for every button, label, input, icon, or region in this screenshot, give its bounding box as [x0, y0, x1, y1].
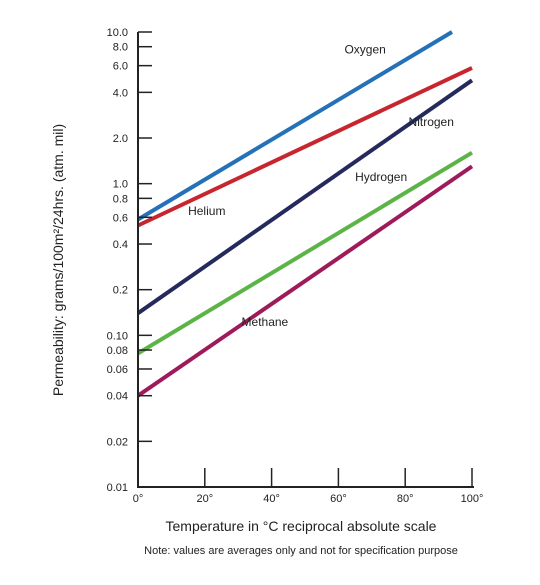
chart-note: Note: values are averages only and not f… — [144, 545, 458, 557]
y-tick-label: 0.01 — [107, 482, 128, 494]
axis-layer — [137, 32, 474, 488]
series-label-oxygen: Oxygen — [344, 43, 385, 57]
y-tick-layer: 0.01 0.02 0.04 0.06 0.08 0.10 0.2 0.4 0.6 0.8 1.0 2… — [107, 27, 152, 494]
y-tick-label: 2.0 — [113, 133, 128, 145]
y-axis-title: Permeability: grams/100m²/24hrs. (atm. m… — [50, 124, 66, 396]
y-tick-label: 0.2 — [113, 285, 128, 297]
y-tick-label: 0.6 — [113, 212, 128, 224]
x-tick-label: 60° — [330, 493, 347, 505]
series-label-methane: Methane — [242, 315, 289, 329]
x-tick-label: 100° — [461, 493, 484, 505]
series-line-helium — [137, 66, 473, 228]
series-line-methane — [136, 164, 474, 398]
x-tick-layer: 0° 20° 40° 60° 80° 100° — [133, 468, 484, 505]
x-axis-title: Temperature in °C reciprocal absolute sc… — [166, 518, 437, 534]
y-tick-label: 0.4 — [113, 239, 128, 251]
series-label-layer: Oxygen Helium Nitrogen Hydrogen Methane — [188, 43, 454, 329]
y-tick-label: 0.08 — [107, 345, 128, 357]
series-label-nitrogen: Nitrogen — [409, 115, 454, 129]
series-line-oxygen — [136, 30, 454, 222]
y-tick-label: 8.0 — [113, 42, 128, 54]
x-tick-label: 40° — [263, 493, 280, 505]
series-line-nitrogen — [136, 78, 474, 315]
y-tick-label: 0.04 — [107, 391, 128, 403]
series-line-hydrogen — [136, 150, 474, 356]
y-tick-label: 0.10 — [107, 330, 128, 342]
series-label-helium: Helium — [188, 204, 225, 218]
series-label-hydrogen: Hydrogen — [355, 170, 407, 184]
y-tick-label: 10.0 — [107, 27, 128, 39]
x-tick-label: 20° — [196, 493, 213, 505]
series-layer — [136, 30, 474, 398]
x-tick-label: 0° — [133, 493, 144, 505]
y-tick-label: 0.8 — [113, 193, 128, 205]
y-tick-label: 0.06 — [107, 364, 128, 376]
y-tick-label: 1.0 — [113, 179, 128, 191]
y-tick-label: 6.0 — [113, 61, 128, 73]
y-tick-label: 4.0 — [113, 87, 128, 99]
y-tick-label: 0.02 — [107, 436, 128, 448]
x-tick-label: 80° — [397, 493, 414, 505]
